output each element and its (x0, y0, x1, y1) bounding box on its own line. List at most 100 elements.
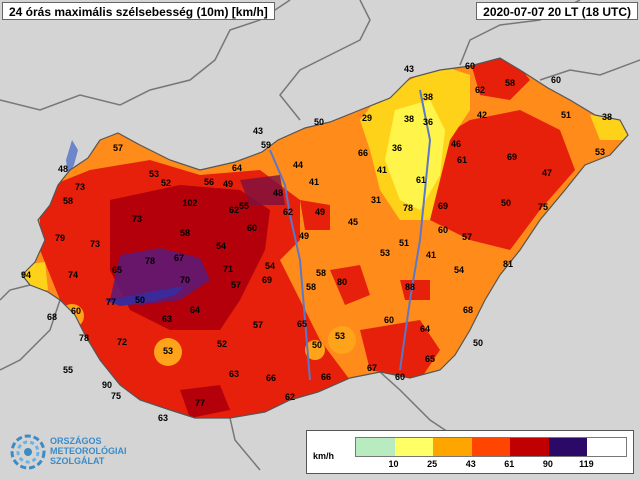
station-value: 60 (465, 61, 475, 71)
legend-tick-label: 119 (579, 459, 594, 469)
station-value: 75 (111, 391, 121, 401)
station-value: 49 (299, 231, 309, 241)
legend-swatch (510, 438, 549, 456)
station-value: 64 (190, 305, 200, 315)
station-value: 65 (297, 319, 307, 329)
station-value: 73 (75, 182, 85, 192)
lake-balaton (105, 286, 185, 306)
station-value: 29 (362, 113, 372, 123)
legend-swatch (394, 438, 434, 456)
station-value: 72 (117, 337, 127, 347)
station-value: 69 (507, 152, 517, 162)
station-value: 36 (392, 143, 402, 153)
station-value: 74 (68, 270, 78, 280)
station-value: 51 (561, 110, 571, 120)
legend-colorbar (355, 437, 627, 457)
station-value: 38 (423, 92, 433, 102)
station-value: 53 (149, 169, 159, 179)
station-value: 36 (423, 117, 433, 127)
station-value: 58 (505, 78, 515, 88)
station-value: 53 (163, 346, 173, 356)
station-value: 79 (55, 233, 65, 243)
legend-swatch (433, 438, 472, 456)
station-value: 60 (247, 223, 257, 233)
station-value: 52 (161, 178, 171, 188)
rivers (269, 89, 432, 381)
station-value: 63 (158, 413, 168, 423)
color-legend: km/h 10 25 43 61 90 119 (306, 430, 634, 474)
station-value: 38 (602, 112, 612, 122)
logo-line-2: METEOROLÓGIAI (50, 446, 127, 456)
station-value: 49 (315, 207, 325, 217)
station-value: 73 (90, 239, 100, 249)
station-value: 55 (239, 201, 249, 211)
station-value: 64 (420, 324, 430, 334)
legend-tick-label: 10 (388, 459, 399, 469)
station-value: 60 (395, 372, 405, 382)
station-value: 50 (473, 338, 483, 348)
station-value: 62 (285, 392, 295, 402)
station-values: 43 60 62 58 60 38 29 38 36 42 51 38 50 43 59 66 36 46 53 57… (21, 61, 612, 423)
legend-tick-label: 25 (427, 459, 438, 469)
station-value: 55 (63, 365, 73, 375)
station-value: 77 (195, 398, 205, 408)
station-value: 66 (266, 373, 276, 383)
station-value: 58 (306, 282, 316, 292)
station-value: 58 (180, 228, 190, 238)
station-value: 41 (377, 165, 387, 175)
station-value: 42 (477, 110, 487, 120)
station-value: 81 (503, 259, 513, 269)
station-value: 41 (426, 250, 436, 260)
station-value: 50 (312, 340, 322, 350)
map-title: 24 órás maximális szélsebesség (10m) [km… (2, 2, 275, 20)
station-value: 67 (367, 363, 377, 373)
station-value: 61 (457, 155, 467, 165)
omsz-logo: ORSZÁGOS METEOROLÓGIAI SZOLGÁLAT (8, 430, 138, 474)
station-value: 53 (335, 331, 345, 341)
station-value: 31 (371, 195, 381, 205)
station-value: 48 (273, 188, 283, 198)
station-value: 41 (309, 177, 319, 187)
logo-line-1: ORSZÁGOS (50, 436, 102, 446)
station-value: 54 (216, 241, 226, 251)
station-value: 63 (229, 369, 239, 379)
station-value: 47 (542, 168, 552, 178)
station-value: 43 (404, 64, 414, 74)
station-value: 78 (79, 333, 89, 343)
legend-swatch (356, 438, 395, 456)
station-value: 78 (145, 256, 155, 266)
station-value: 57 (253, 320, 263, 330)
station-value: 43 (253, 126, 263, 136)
legend-tick-label: 43 (465, 459, 476, 469)
station-value: 57 (462, 232, 472, 242)
station-value: 67 (174, 253, 184, 263)
station-value: 68 (47, 312, 57, 322)
station-value: 48 (58, 164, 68, 174)
station-value: 75 (538, 202, 548, 212)
station-value: 45 (348, 217, 358, 227)
station-value: 64 (232, 163, 242, 173)
station-value: 69 (438, 201, 448, 211)
legend-unit: km/h (313, 451, 335, 461)
station-value: 53 (380, 248, 390, 258)
legend-swatch (471, 438, 511, 456)
station-value: 51 (399, 238, 409, 248)
station-value: 61 (416, 175, 426, 185)
station-value: 57 (113, 143, 123, 153)
legend-tick-label: 90 (542, 459, 553, 469)
station-value: 66 (358, 148, 368, 158)
omsz-logo-text: ORSZÁGOS METEOROLÓGIAI SZOLGÁLAT (50, 436, 127, 466)
station-value: 60 (438, 225, 448, 235)
station-value: 60 (551, 75, 561, 85)
legend-tick-label: 61 (504, 459, 515, 469)
omsz-emblem-icon (10, 434, 46, 470)
station-value: 62 (475, 85, 485, 95)
station-value: 69 (262, 275, 272, 285)
station-value: 71 (223, 264, 233, 274)
station-value: 63 (162, 314, 172, 324)
station-value: 65 (425, 354, 435, 364)
station-value: 54 (265, 261, 275, 271)
station-value: 68 (463, 305, 473, 315)
